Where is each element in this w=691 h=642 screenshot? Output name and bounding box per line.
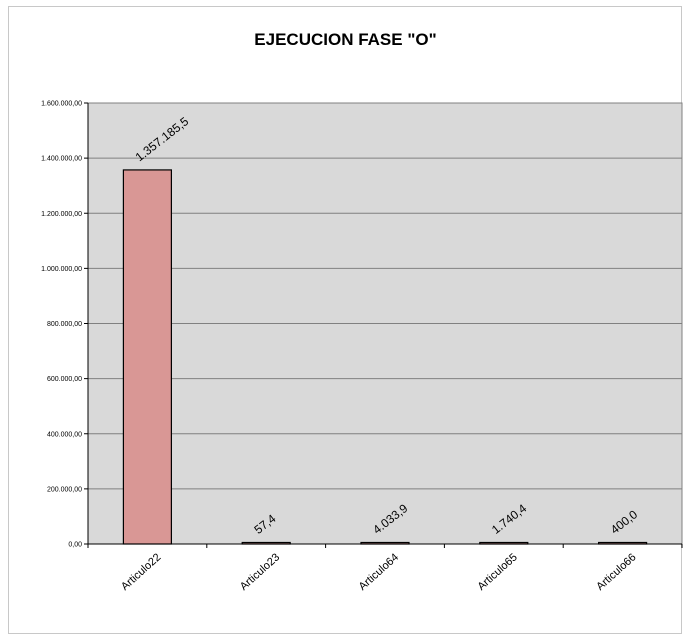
y-tick-label: 600.000,00 <box>47 376 82 383</box>
bar <box>360 541 410 545</box>
bar <box>122 169 173 545</box>
x-tick-label: Articulo65 <box>475 551 519 593</box>
chart-title: EJECUCION FASE "O" <box>254 30 437 49</box>
y-tick-label: 1.200.000,00 <box>41 211 82 218</box>
x-tick-label: Articulo23 <box>238 551 282 593</box>
bar <box>479 541 529 545</box>
y-tick-label: 200.000,00 <box>47 486 82 493</box>
x-tick-label: Articulo64 <box>357 551 401 593</box>
y-tick-label: 1.000.000,00 <box>41 266 82 273</box>
bar <box>597 541 648 545</box>
bar <box>241 541 291 545</box>
x-tick-label: Articulo22 <box>119 551 163 593</box>
x-tick-label: Articulo66 <box>594 551 638 593</box>
y-tick-label: 800.000,00 <box>47 321 82 328</box>
y-tick-label: 1.600.000,00 <box>41 101 82 108</box>
y-tick-label: 400.000,00 <box>47 431 82 438</box>
y-tick-label: 1.400.000,00 <box>41 156 82 163</box>
y-tick-label: 0,00 <box>68 542 82 549</box>
